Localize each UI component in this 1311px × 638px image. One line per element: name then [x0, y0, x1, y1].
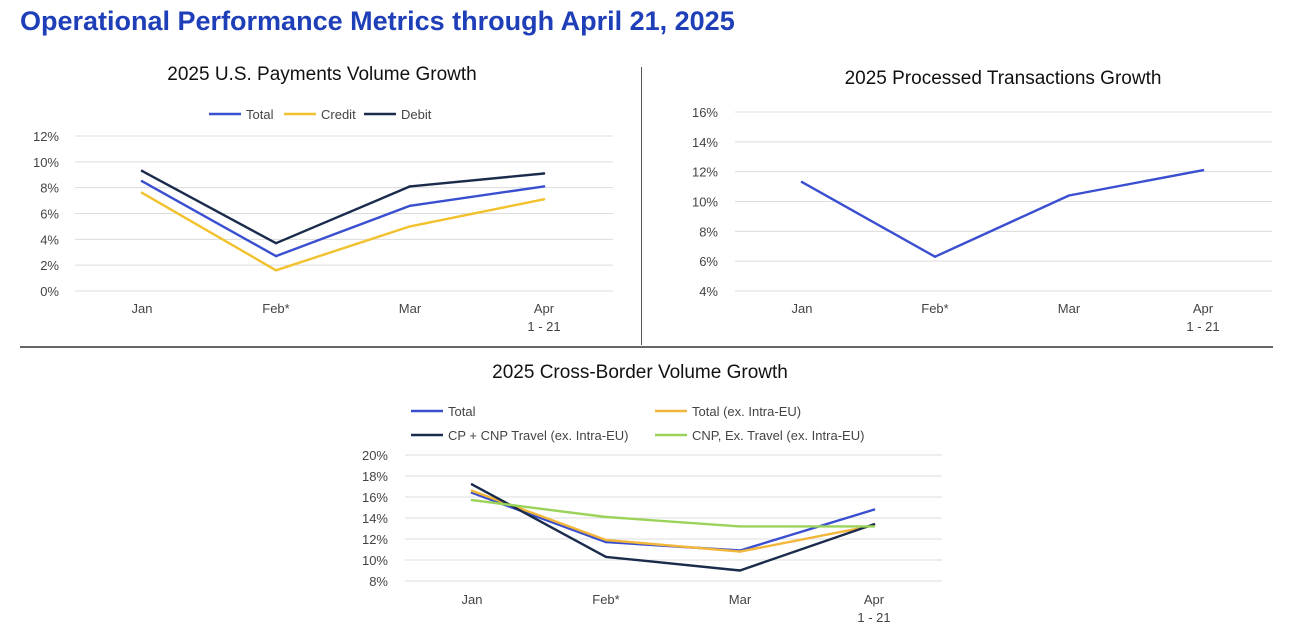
page-title: Operational Performance Metrics through …	[20, 6, 735, 36]
data-point	[470, 491, 474, 494]
x-tick-label: Mar	[1058, 301, 1081, 316]
y-tick-label: 16%	[362, 490, 388, 505]
data-point	[470, 498, 474, 502]
y-tick-label: 10%	[362, 553, 388, 568]
y-tick-label: 4%	[40, 232, 59, 247]
x-tick-label: Jan	[462, 592, 483, 607]
data-point	[933, 255, 937, 258]
data-point	[604, 555, 608, 559]
y-tick-label: 10%	[33, 155, 59, 170]
series-line-cp-cnp-travel-ex-intra-eu-	[470, 483, 876, 572]
y-tick-label: 12%	[692, 165, 718, 180]
series-line-total	[140, 179, 546, 258]
data-point	[542, 185, 546, 188]
data-point	[470, 489, 474, 492]
x-tick-label: Feb*	[921, 301, 948, 316]
y-tick-label: 12%	[362, 532, 388, 547]
data-point	[872, 508, 876, 511]
data-point	[470, 483, 474, 486]
data-point	[872, 525, 876, 528]
y-tick-label: 14%	[692, 135, 718, 150]
y-tick-label: 10%	[692, 195, 718, 210]
data-point	[274, 242, 278, 245]
y-tick-label: 2%	[40, 258, 59, 273]
y-tick-label: 8%	[40, 181, 59, 196]
vertical-divider	[641, 67, 642, 345]
data-point	[604, 515, 608, 519]
y-tick-label: 8%	[369, 574, 388, 589]
x-tick-label: Apr	[1193, 301, 1214, 316]
y-tick-label: 16%	[692, 105, 718, 120]
y-tick-label: 6%	[40, 207, 59, 222]
series-line-debit	[140, 169, 546, 245]
data-point	[140, 169, 144, 173]
x-tick-label: Feb*	[592, 592, 619, 607]
data-point	[604, 540, 608, 544]
x-tick-label: Feb*	[262, 301, 289, 316]
legend-label: Total (ex. Intra-EU)	[692, 404, 801, 419]
chart-title: 2025 Cross-Border Volume Growth	[492, 362, 788, 383]
data-point	[140, 191, 144, 195]
data-point	[1201, 168, 1205, 172]
y-tick-label: 20%	[362, 448, 388, 463]
legend-label: Total	[448, 404, 476, 419]
y-tick-label: 0%	[40, 284, 59, 299]
series-line-credit	[140, 191, 546, 272]
data-point	[274, 269, 278, 272]
data-point	[738, 550, 742, 553]
data-point	[408, 204, 412, 207]
x-tick-label: Jan	[792, 301, 813, 316]
data-point	[408, 185, 412, 188]
data-point	[800, 180, 804, 184]
series-line-cnp-ex-travel-ex-intra-eu-	[470, 498, 876, 528]
data-point	[542, 172, 546, 175]
y-tick-label: 14%	[362, 511, 388, 526]
x-tick-label: Mar	[729, 592, 752, 607]
legend-label: Debit	[401, 107, 432, 122]
x-tick-label: Apr	[534, 301, 555, 316]
data-point	[1067, 194, 1071, 197]
data-point	[274, 254, 278, 258]
chart-title: 2025 Processed Transactions Growth	[845, 68, 1162, 89]
x-tick-label: Apr	[864, 592, 885, 607]
chart-title: 2025 U.S. Payments Volume Growth	[167, 64, 476, 85]
data-point	[542, 198, 546, 201]
data-point	[604, 538, 608, 542]
data-point	[738, 569, 742, 572]
legend-label: CP + CNP Travel (ex. Intra-EU)	[448, 428, 629, 443]
series-line-total-ex-intra-eu-	[470, 489, 876, 553]
legend-label: CNP, Ex. Travel (ex. Intra-EU)	[692, 428, 864, 443]
legend-label: Total	[246, 107, 274, 122]
y-tick-label: 12%	[33, 129, 59, 144]
series-line-processed-transactions	[800, 168, 1205, 258]
y-tick-label: 6%	[699, 254, 718, 269]
data-point	[738, 525, 742, 528]
data-point	[408, 225, 412, 228]
x-tick-label: 1 - 21	[527, 319, 560, 334]
x-tick-label: 1 - 21	[1186, 319, 1219, 334]
horizontal-divider	[20, 346, 1273, 348]
x-tick-label: 1 - 21	[857, 610, 890, 625]
y-tick-label: 8%	[699, 224, 718, 239]
legend-label: Credit	[321, 107, 356, 122]
x-tick-label: Mar	[399, 301, 422, 316]
data-point	[140, 180, 144, 183]
y-tick-label: 4%	[699, 284, 718, 299]
y-tick-label: 18%	[362, 469, 388, 484]
x-tick-label: Jan	[132, 301, 153, 316]
data-point	[872, 523, 876, 526]
